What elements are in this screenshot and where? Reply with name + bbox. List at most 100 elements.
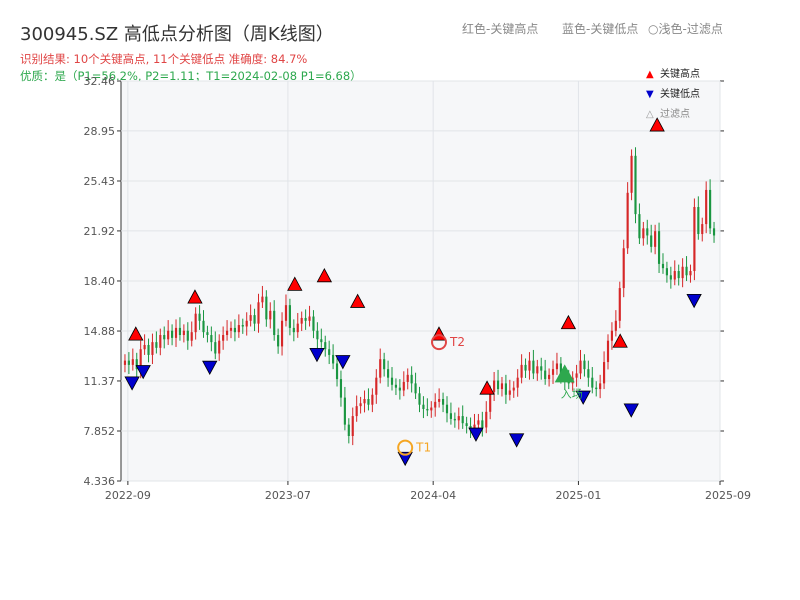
- candle-body: [225, 330, 229, 336]
- candle-body: [347, 424, 350, 436]
- candle-body: [449, 413, 452, 419]
- candle-body: [595, 387, 598, 390]
- x-tick-label: 2025-01: [555, 489, 601, 502]
- candle-body: [654, 231, 657, 247]
- candle-body: [182, 330, 185, 336]
- candle-body: [143, 344, 146, 350]
- candle-body: [650, 235, 653, 247]
- candle-body: [614, 320, 617, 331]
- candle-body: [343, 397, 346, 425]
- candle-body: [355, 406, 358, 417]
- candle-body: [147, 344, 150, 355]
- candle-body: [669, 275, 672, 280]
- candle-body: [398, 387, 401, 391]
- y-tick-label: 21.92: [84, 225, 116, 238]
- candle-body: [532, 360, 535, 374]
- t2-label: T2: [449, 335, 465, 349]
- candle-body: [508, 390, 511, 395]
- candle-body: [410, 374, 413, 384]
- candle-body: [673, 271, 676, 280]
- x-tick-label: 2022-09: [105, 489, 151, 502]
- legend-red-note: 红色-关键高点: [462, 22, 539, 36]
- candle-body: [163, 335, 166, 340]
- candle-body: [438, 399, 441, 402]
- high-point-marker: [649, 117, 665, 132]
- candle-body: [269, 310, 272, 320]
- candle-body: [316, 330, 319, 340]
- high-point-marker: [287, 276, 303, 291]
- candle-body: [622, 248, 625, 289]
- candle-body: [705, 189, 708, 225]
- low-point-marker: [575, 390, 591, 405]
- candle-body: [375, 377, 378, 395]
- candle-body: [422, 404, 425, 409]
- low-point-marker: [468, 427, 484, 442]
- candle-body: [555, 363, 559, 370]
- candle-body: [394, 384, 398, 388]
- candle-body: [320, 339, 323, 343]
- low-point-marker: [135, 365, 151, 380]
- candle-body: [477, 420, 480, 425]
- candle-body: [351, 416, 354, 436]
- low-point-marker: [309, 347, 325, 363]
- candle-body: [453, 418, 456, 421]
- candle-body: [602, 362, 606, 384]
- legend-filtered-note: ○浅色-过滤点: [648, 22, 723, 36]
- candle-body: [265, 296, 268, 320]
- candle-body: [638, 214, 641, 239]
- candle-body: [123, 360, 127, 365]
- x-tick-label: 2023-07: [265, 489, 311, 502]
- candle-body: [167, 330, 170, 340]
- y-tick-label: 7.852: [84, 425, 116, 438]
- candle-body: [155, 342, 158, 348]
- quality-summary: 优质：是（P1=56.2%, P2=1.11；T1=2024-02-08 P1=…: [20, 69, 362, 83]
- candle-body: [520, 364, 523, 378]
- candle-body: [689, 271, 692, 276]
- low-point-marker: [124, 376, 140, 391]
- candle-body: [657, 231, 661, 264]
- result-summary: 识别结果: 10个关键高点, 11个关键低点 准确度: 84.7%: [20, 52, 308, 66]
- candle-body: [661, 263, 665, 269]
- candle-body: [406, 374, 409, 382]
- candle-body: [461, 416, 464, 424]
- candle-body: [261, 296, 264, 303]
- candle-body: [579, 360, 582, 374]
- candle-body: [426, 408, 429, 411]
- y-tick-label: 11.37: [84, 375, 116, 388]
- candle-body: [583, 360, 586, 370]
- candle-body: [367, 399, 370, 405]
- candle-body: [237, 325, 240, 333]
- high-point-marker: [128, 326, 144, 341]
- y-tick-label: 32.46: [84, 75, 116, 88]
- candle-body: [540, 366, 543, 371]
- high-point-marker: [560, 314, 577, 330]
- candle-body: [493, 380, 496, 392]
- high-point-marker: [316, 267, 333, 283]
- candle-body: [229, 327, 233, 331]
- candle-body: [273, 310, 276, 336]
- candle-body: [685, 266, 688, 276]
- candle-body: [618, 288, 621, 321]
- candle-body: [312, 316, 315, 331]
- circle-icon: ○: [648, 22, 659, 36]
- candle-body: [139, 349, 142, 370]
- candle-body: [575, 373, 578, 378]
- candle-body: [233, 327, 237, 333]
- candle-body: [328, 349, 331, 355]
- candle-body: [697, 207, 700, 235]
- low-point-marker: [686, 293, 702, 309]
- x-tick-label: 2024-04: [410, 489, 456, 502]
- candle-body: [646, 228, 649, 236]
- high-point-marker: [349, 293, 366, 308]
- candle-body: [418, 393, 421, 405]
- candle-body: [500, 383, 504, 390]
- candle-body: [559, 363, 562, 377]
- candle-body: [186, 330, 189, 341]
- candle-body: [363, 399, 366, 404]
- candle-body: [249, 315, 252, 321]
- legend-blue-note: 蓝色-关键低点: [562, 22, 639, 36]
- hollow-triangle-icon: △: [646, 109, 654, 120]
- candle-body: [414, 383, 417, 394]
- y-tick-label: 25.43: [84, 175, 116, 188]
